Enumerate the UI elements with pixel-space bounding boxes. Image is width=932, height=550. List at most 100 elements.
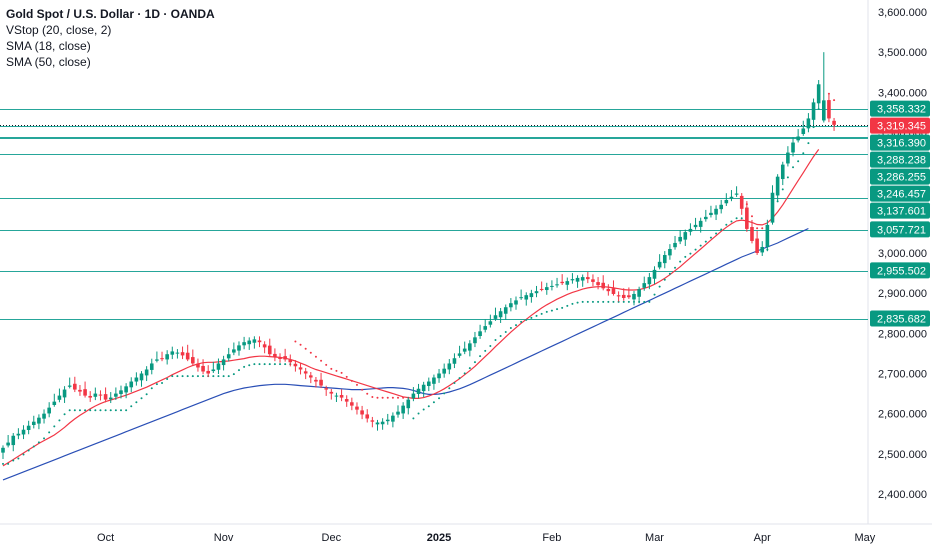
vstop-dot: [725, 223, 728, 226]
y-tick-label: 2,400.000: [878, 489, 927, 501]
candle: [411, 387, 416, 402]
badge-label: 3,246.457: [877, 189, 926, 201]
vstop-dot: [17, 457, 20, 460]
candle-body: [509, 303, 513, 308]
candle-body: [319, 379, 323, 386]
vstop-dot: [494, 339, 497, 342]
candle-body: [565, 281, 570, 285]
vstop-dot: [817, 108, 820, 111]
candle: [237, 341, 241, 356]
sma50-path: [2, 227, 809, 481]
candle-body: [170, 351, 175, 355]
candle: [160, 351, 164, 362]
candle-body: [144, 369, 149, 376]
badge-label: 3,319.345: [877, 121, 926, 133]
vstop-dot: [166, 377, 169, 380]
candle-body: [621, 294, 626, 298]
vstop-dot: [797, 160, 800, 163]
x-tick-label: Feb: [542, 532, 561, 544]
candle: [755, 230, 759, 255]
candle: [816, 80, 821, 109]
candle-body: [704, 216, 708, 220]
candle: [724, 193, 729, 206]
candle-body: [124, 386, 128, 393]
vstop-dot: [284, 363, 287, 366]
candle: [360, 405, 364, 420]
candle: [462, 341, 467, 355]
candle: [704, 209, 708, 222]
vstop-dot: [530, 316, 533, 319]
candle-body: [257, 340, 262, 343]
candle-body: [555, 284, 559, 286]
vstop-dot: [109, 409, 112, 412]
candle-body: [432, 377, 436, 384]
candle: [796, 129, 800, 143]
candle-body: [750, 227, 754, 241]
candle-body: [26, 425, 31, 430]
vstop-dot: [653, 293, 656, 296]
vstop-dot: [438, 397, 441, 400]
candle-body: [473, 337, 477, 344]
vstop-dot: [448, 387, 451, 390]
candle: [324, 385, 328, 396]
candle: [550, 280, 554, 291]
vstop-dot: [479, 355, 482, 358]
vstop-dot: [802, 152, 805, 155]
candle: [355, 402, 359, 415]
candle-body: [488, 321, 493, 325]
price-axis[interactable]: 3,600.0003,500.0003,400.0003,300.0003,20…: [878, 7, 927, 501]
level-badge: 3,316.390: [870, 134, 930, 151]
vstop-dot: [340, 371, 343, 374]
y-tick-label: 2,900.000: [878, 288, 927, 300]
grid-layer: [0, 0, 932, 525]
candle-body: [242, 342, 246, 346]
candle: [616, 291, 621, 302]
vstop-dot: [792, 166, 795, 169]
vstop-dots: [2, 92, 836, 465]
candle: [478, 324, 482, 339]
candle-body: [42, 413, 46, 419]
candle: [170, 346, 175, 360]
candle-body: [437, 373, 441, 379]
vstop-dot: [176, 375, 179, 378]
candle: [93, 387, 98, 401]
sma50-line: [2, 227, 809, 481]
level-badge: 2,835.682: [870, 310, 930, 327]
candle: [447, 359, 452, 375]
vstop-dot: [130, 405, 133, 408]
indicator-sma18[interactable]: SMA (18, close): [6, 39, 91, 53]
vstop-dot: [268, 363, 271, 366]
symbol-title[interactable]: Gold Spot / U.S. Dollar · 1D · OANDA: [6, 7, 215, 21]
candle-body: [416, 388, 421, 394]
candle-body: [611, 288, 616, 294]
candle-body: [252, 339, 257, 343]
candle: [149, 358, 154, 375]
candle-body: [816, 84, 821, 104]
vstop-dot: [622, 300, 625, 303]
candle: [714, 205, 718, 221]
candle-body: [745, 207, 749, 229]
candle-body: [580, 277, 585, 281]
candle: [201, 359, 205, 375]
indicator-vstop[interactable]: VStop (20, close, 2): [6, 23, 112, 37]
candle: [770, 185, 775, 225]
candle-body: [155, 359, 159, 361]
candle-body: [775, 176, 780, 196]
candle-body: [796, 136, 800, 141]
candle-body: [606, 288, 611, 292]
candle: [344, 395, 349, 407]
time-axis[interactable]: Oct Nov Dec 2025 Feb Mar Apr May: [97, 532, 876, 544]
vstop-dot: [520, 320, 523, 323]
candle: [452, 353, 457, 369]
vstop-dot: [104, 409, 107, 412]
candle-body: [483, 326, 488, 330]
candle-body: [760, 246, 765, 253]
candle-body: [575, 277, 580, 282]
indicator-sma50[interactable]: SMA (50, close): [6, 55, 91, 69]
candle: [806, 113, 811, 133]
vstop-dot: [715, 232, 718, 235]
candle: [139, 371, 144, 387]
vstop-dot: [232, 373, 235, 376]
candle: [647, 272, 652, 290]
